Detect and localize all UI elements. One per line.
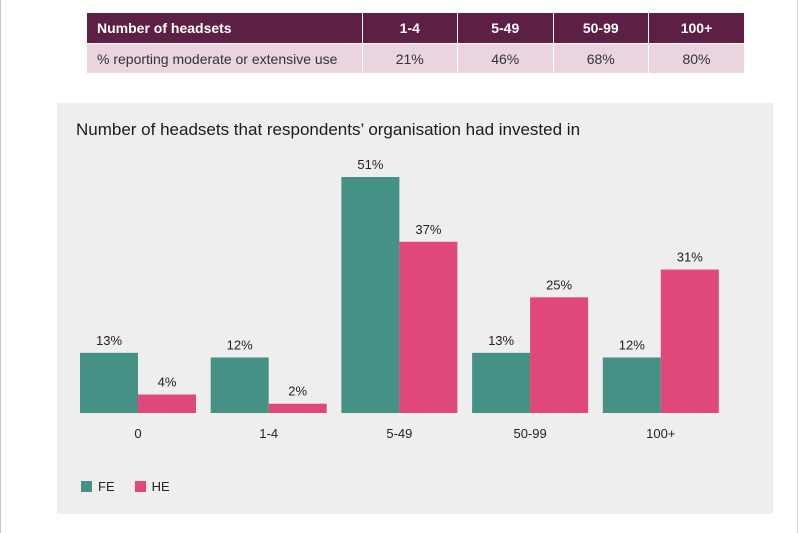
table-header-row: Number of headsets 1-4 5-49 50-99 100+: [87, 13, 744, 44]
data-label: 12%: [619, 337, 645, 352]
x-tick-label: 5-49: [386, 426, 412, 441]
table-header-cell: 50-99: [553, 13, 649, 44]
legend-swatch-fe: [81, 480, 92, 492]
table-cell: 21%: [362, 43, 458, 73]
page-right-rule: [797, 0, 798, 533]
table-cell: 68%: [553, 43, 649, 73]
legend-swatch-he: [134, 480, 146, 492]
data-label: 2%: [288, 384, 307, 399]
bar-fe-5-49: [341, 177, 400, 413]
data-label: 13%: [488, 333, 514, 348]
page-left-rule: [0, 0, 1, 533]
table-row: % reporting moderate or extensive use 21…: [87, 43, 744, 73]
table-cell: % reporting moderate or extensive use: [87, 43, 363, 73]
bar-he-5-49: [399, 241, 458, 413]
x-tick-label: 50-99: [513, 426, 546, 441]
headset-uptake-table: Number of headsets 1-4 5-49 50-99 100+ %…: [87, 13, 744, 73]
table-header-cell: Number of headsets: [87, 13, 363, 44]
bar-he-1-4: [268, 403, 327, 413]
bar-he-100+: [660, 269, 719, 413]
data-label: 12%: [227, 337, 253, 352]
table-header-cell: 1-4: [362, 13, 458, 44]
chart-title: Number of headsets that respondents’ org…: [76, 120, 581, 139]
legend-label-fe: FE: [98, 478, 115, 494]
bar-fe-0: [80, 352, 138, 413]
chart-legend: FE HE: [81, 478, 190, 494]
data-label: 31%: [677, 250, 703, 265]
data-label: 51%: [357, 157, 383, 172]
table-cell: 80%: [648, 43, 744, 73]
x-tick-label: 100+: [646, 426, 675, 441]
table-cell: 46%: [457, 43, 554, 73]
legend-item-fe: FE: [81, 479, 115, 494]
x-tick-label: 1-4: [259, 426, 278, 441]
bar-fe-1-4: [210, 357, 269, 413]
data-label: 25%: [546, 277, 572, 292]
legend-item-he: HE: [134, 478, 170, 494]
table-header-cell: 100+: [648, 13, 744, 44]
legend-label-he: HE: [151, 478, 170, 494]
bar-fe-100+: [602, 357, 661, 413]
table-header-cell: 5-49: [457, 13, 554, 44]
data-label: 13%: [96, 333, 122, 348]
data-label: 4%: [158, 374, 177, 389]
bar-fe-50-99: [472, 352, 531, 413]
bar-he-50-99: [530, 297, 589, 413]
data-label: 37%: [415, 222, 441, 237]
x-tick-label: 0: [134, 426, 141, 441]
bar-he-0: [138, 394, 196, 413]
